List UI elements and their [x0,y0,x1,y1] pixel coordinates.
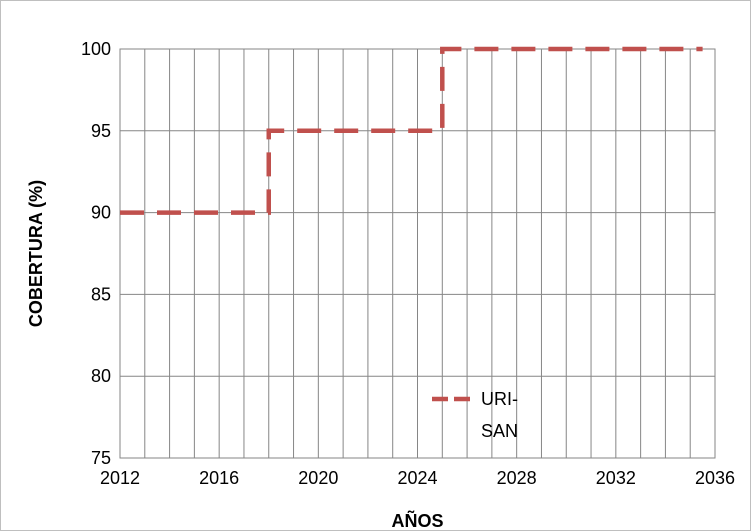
legend-label-line-2: SAN [481,421,518,441]
y-tick-label: 100 [81,39,111,59]
y-tick-label: 85 [91,284,111,304]
y-tick-labels: 75 80 85 90 95 100 [81,39,111,468]
x-axis-title: AÑOS [391,510,443,531]
y-tick-label: 75 [91,448,111,468]
x-tick-label: 2032 [596,468,636,488]
x-tick-label: 2020 [298,468,338,488]
x-tick-label: 2012 [100,468,140,488]
series-line-uri-san [120,46,703,215]
x-tick-label: 2028 [497,468,537,488]
legend-label-line-1: URI- [481,389,518,409]
y-tick-label: 95 [91,121,111,141]
series-layer [120,46,703,215]
y-tick-label: 80 [91,366,111,386]
x-tick-label: 2024 [397,468,437,488]
y-tick-label: 90 [91,203,111,223]
x-tick-label: 2016 [199,468,239,488]
x-tick-label: 2036 [695,468,735,488]
plot-area [119,46,716,459]
y-axis-title: COBERTURA (%) [26,180,46,327]
legend: URI- SAN [432,389,518,441]
x-tick-labels: 2012 2016 2020 2024 2028 2032 2036 [100,468,735,488]
grid-lines [120,48,715,458]
